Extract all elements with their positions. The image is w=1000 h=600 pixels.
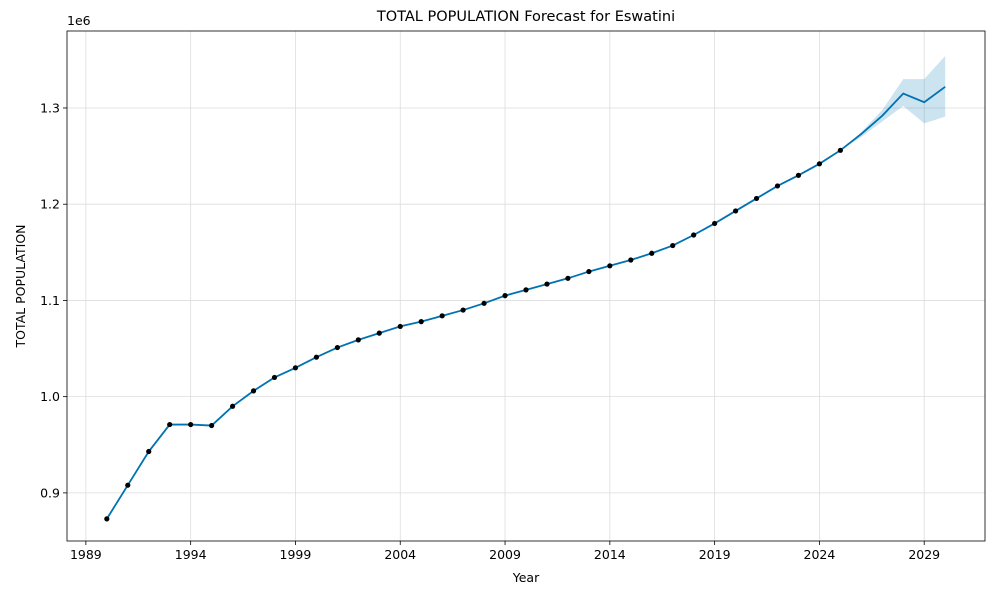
observed-point xyxy=(607,263,613,269)
observed-point xyxy=(628,257,634,263)
plot-frame xyxy=(66,30,986,542)
chart-title: TOTAL POPULATION Forecast for Eswatini xyxy=(376,9,675,25)
observed-point xyxy=(565,275,571,281)
y-axis-ticks: 0.9 1.0 1.1 1.2 1.3 xyxy=(40,100,67,500)
x-tick-label: 2004 xyxy=(384,547,416,562)
x-tick-label: 1999 xyxy=(280,547,312,562)
x-tick-label: 1994 xyxy=(175,547,207,562)
y-axis-title: TOTAL POPULATION xyxy=(13,224,28,348)
y-tick-label: 1.0 xyxy=(40,389,60,404)
y-tick-label: 0.9 xyxy=(40,485,60,500)
observed-point xyxy=(418,319,424,325)
observed-point xyxy=(229,403,236,409)
observed-point xyxy=(355,337,361,343)
observed-point xyxy=(188,421,194,428)
observed-point xyxy=(125,482,131,488)
grid-lines xyxy=(67,31,985,541)
x-tick-label: 2009 xyxy=(489,547,521,562)
observed-point xyxy=(544,281,550,287)
observed-point xyxy=(439,313,445,319)
observed-point xyxy=(313,354,320,360)
observed-point xyxy=(481,300,487,306)
x-axis-title: Year xyxy=(512,570,540,585)
observed-point xyxy=(523,287,529,293)
observed-point xyxy=(774,183,781,189)
observed-point xyxy=(146,448,152,455)
observed-point xyxy=(712,220,718,227)
observed-point xyxy=(649,250,655,256)
x-tick-label: 2024 xyxy=(804,547,836,562)
observed-point xyxy=(104,516,110,522)
y-tick-label: 1.2 xyxy=(40,197,60,212)
observed-point xyxy=(816,161,823,167)
observed-point xyxy=(460,307,466,313)
y-tick-label: 1.1 xyxy=(40,293,60,308)
observed-point xyxy=(271,374,278,381)
x-tick-label: 2014 xyxy=(594,547,626,562)
observed-point xyxy=(502,293,508,299)
y-tick-label: 1.3 xyxy=(40,100,60,115)
y-axis-offset-label: 1e6 xyxy=(67,13,91,28)
observed-point xyxy=(691,232,697,238)
observed-points xyxy=(104,147,843,522)
observed-point xyxy=(670,242,676,249)
observed-point xyxy=(397,323,403,330)
observed-point xyxy=(334,344,340,351)
x-tick-label: 2029 xyxy=(908,547,940,562)
observed-point xyxy=(586,268,592,275)
observed-point xyxy=(753,195,760,202)
x-axis-ticks: 1989 1994 1999 2004 2009 2014 2019 2024 2029 xyxy=(70,541,940,562)
observed-point xyxy=(376,330,382,336)
observed-point xyxy=(732,208,739,214)
observed-point xyxy=(292,365,299,371)
observed-point xyxy=(209,422,215,429)
observed-point xyxy=(167,421,173,428)
x-tick-label: 2019 xyxy=(699,547,731,562)
x-tick-label: 1989 xyxy=(70,547,102,562)
observed-point xyxy=(250,388,257,394)
observed-point xyxy=(837,147,843,153)
observed-point xyxy=(795,172,802,178)
